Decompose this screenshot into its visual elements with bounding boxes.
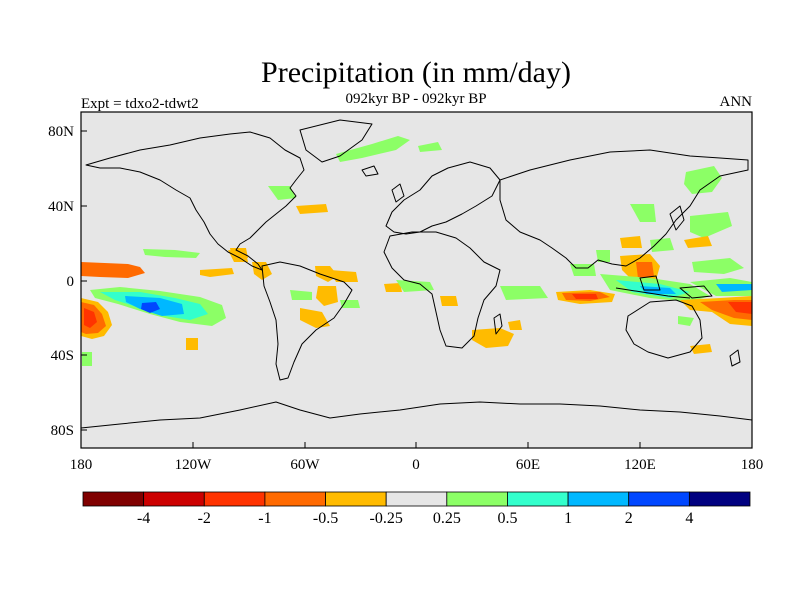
- coast-north-america: [85, 131, 305, 271]
- anomaly-wet-se-brazil: [340, 300, 360, 308]
- lon-tick-label: 180: [741, 457, 764, 473]
- coast-borneo: [639, 275, 661, 291]
- colorbar-box: [385, 491, 448, 507]
- colorbar-box: [143, 491, 205, 507]
- anomaly-wet-arabia: [596, 250, 610, 262]
- anomaly-wet-north-pacific: [684, 166, 722, 194]
- coast-antarctica: [80, 401, 753, 429]
- lat-tick-label: 80S: [51, 423, 74, 439]
- anomaly-dry-east-africa: [440, 296, 458, 306]
- coast-africa: [383, 231, 501, 349]
- colorbar-label: -0.25: [370, 510, 403, 527]
- colorbar-box: [446, 491, 508, 507]
- coast-greenland: [299, 119, 373, 163]
- coastlines: [80, 119, 753, 429]
- anomaly-wet-new-zealand: [678, 316, 694, 326]
- anomaly-dry-indian-ocean-core: [572, 294, 598, 299]
- lon-axis-labels: 180 120W 60W 0 60E 120E 180: [70, 457, 764, 473]
- lat-tick-label: 0: [67, 274, 75, 290]
- colorbar-box: [203, 491, 266, 507]
- map-subtitle: 092kyr BP - 092kyr BP: [345, 91, 486, 107]
- season-label: ANN: [720, 94, 753, 110]
- colorbar-label: 1: [564, 510, 572, 527]
- colorbar-label: -4: [137, 510, 150, 527]
- anomaly-dry-central-pacific: [200, 268, 234, 277]
- colorbar-box: [325, 491, 387, 507]
- anomaly-dry-south-atlantic: [300, 308, 330, 328]
- anomaly-dry-brazil: [316, 286, 338, 306]
- colorbar-label: 4: [685, 510, 693, 527]
- colorbar-box: [628, 491, 690, 507]
- anomaly-wet-north-america: [268, 186, 296, 200]
- coast-indonesia: [615, 287, 691, 299]
- map-panel: [80, 111, 753, 449]
- anomaly-wet-nw-pacific: [690, 212, 732, 238]
- anomaly-wet-eq-pacific-north: [143, 249, 200, 258]
- anomaly-dry-sw-pacific-core: [728, 302, 752, 314]
- colorbar-label: -0.5: [313, 510, 338, 527]
- anomaly-wet-southern-pacific: [82, 352, 92, 366]
- coast-iceland: [361, 165, 379, 177]
- map-title: Precipitation (in mm/day): [261, 56, 571, 89]
- anomaly-dry-south-pacific-east: [186, 338, 198, 350]
- anomaly-dry-australia-east: [690, 344, 712, 354]
- colorbar-box: [567, 491, 630, 507]
- anomaly-dry-atlantic-eq: [330, 270, 358, 282]
- anomaly-dry-se-pacific-core: [84, 308, 97, 328]
- coast-new-guinea: [679, 285, 713, 299]
- anomaly-dry-philippines: [636, 262, 654, 278]
- experiment-label: Expt = tdxo2-tdwt2: [81, 96, 199, 112]
- anomaly-wet-arctic-east: [418, 142, 442, 152]
- colorbar-label: 0.5: [497, 510, 517, 527]
- anomaly-dry-sahel: [384, 283, 402, 292]
- anomaly-fills: [81, 136, 752, 366]
- coast-asia: [499, 149, 749, 269]
- anomaly-dry-north-america: [230, 248, 248, 258]
- lon-tick-label: 0: [412, 457, 420, 473]
- coast-australia: [625, 299, 703, 359]
- anomaly-wet-china: [650, 238, 674, 252]
- anomaly-wet-sw-pacific: [716, 284, 752, 292]
- lon-tick-label: 120W: [175, 457, 213, 473]
- colorbar-label: 0.25: [433, 510, 461, 527]
- anomaly-wet-south-pacific-max: [141, 302, 160, 313]
- anomaly-wet-east-asia: [630, 204, 656, 222]
- lon-tick-label: 180: [70, 457, 93, 473]
- coast-madagascar: [493, 313, 503, 335]
- anomaly-dry-madagascar: [508, 320, 522, 330]
- anomaly-wet-arctic-atlantic: [336, 136, 410, 162]
- coast-japan: [669, 205, 685, 231]
- lat-tick-label: 40S: [51, 348, 74, 364]
- anomaly-wet-east-africa: [500, 286, 548, 300]
- colorbar: -4 -2 -1 -0.5 -0.25 0.25 0.5 1 2 4: [82, 491, 751, 527]
- coast-new-zealand: [729, 349, 741, 367]
- coast-uk: [391, 183, 405, 203]
- colorbar-label: -2: [198, 510, 211, 527]
- tick-marks: [80, 130, 753, 448]
- colorbar-label: -1: [258, 510, 271, 527]
- anomaly-wet-amazon: [290, 290, 312, 300]
- colorbar-box: [507, 491, 569, 507]
- lon-tick-label: 60W: [290, 457, 320, 473]
- lon-tick-label: 60E: [516, 457, 540, 473]
- anomaly-dry-east-asia: [620, 236, 642, 248]
- colorbar-box: [82, 491, 145, 507]
- anomaly-dry-eq-pacific: [81, 262, 145, 278]
- colorbar-box: [688, 491, 751, 507]
- lon-tick-label: 120E: [624, 457, 656, 473]
- anomaly-wet-west-pacific-eq: [692, 258, 744, 274]
- anomaly-dry-south-africa: [472, 328, 514, 348]
- lat-tick-label: 40N: [48, 199, 74, 215]
- lat-axis-labels: 80N 40N 0 40S 80S: [48, 124, 74, 439]
- lat-tick-label: 80N: [48, 124, 74, 140]
- coast-south-america: [261, 261, 353, 381]
- colorbar-label: 2: [625, 510, 633, 527]
- anomaly-dry-west-pacific: [684, 236, 712, 248]
- anomaly-dry-north-atlantic: [296, 204, 328, 214]
- colorbar-box: [264, 491, 326, 507]
- anomaly-wet-sahel: [396, 280, 434, 292]
